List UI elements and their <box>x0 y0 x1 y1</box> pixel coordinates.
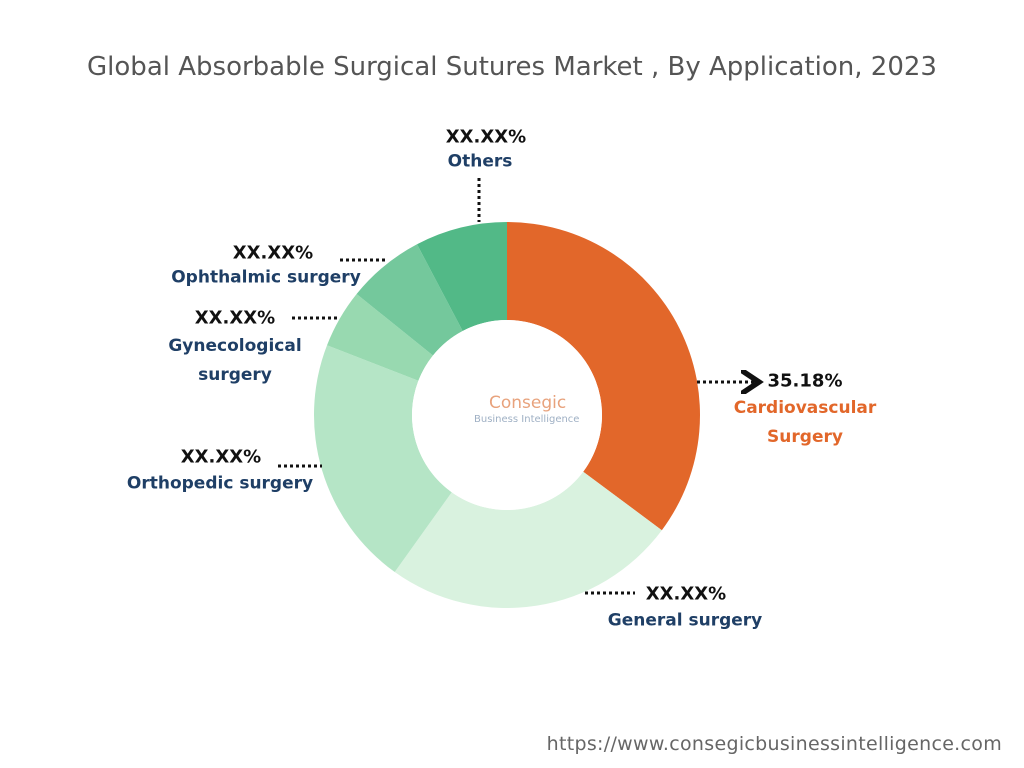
watermark-tagline: Business Intelligence <box>474 414 580 425</box>
value-label: XX.XX% <box>445 126 527 148</box>
donut-slice <box>507 222 700 531</box>
value-label: XX.XX% <box>645 583 727 605</box>
value-label: XX.XX% <box>194 307 276 329</box>
donut-slice <box>327 294 433 381</box>
donut-slice <box>356 244 463 356</box>
category-label: Ophthalmic surgery <box>171 267 361 288</box>
category-label: Cardiovascular Surgery <box>733 398 877 447</box>
watermark-name: Consegic <box>489 393 567 413</box>
value-label: XX.XX% <box>232 242 314 264</box>
chart-title: Global Absorbable Surgical Sutures Marke… <box>87 52 937 82</box>
category-label: Gynecological surgery <box>168 336 302 385</box>
value-label: XX.XX% <box>180 446 262 468</box>
donut-slice <box>394 471 662 608</box>
category-label: Others <box>447 151 513 172</box>
category-label: General surgery <box>607 610 763 631</box>
donut-slice <box>313 345 452 572</box>
category-label: Orthopedic surgery <box>126 473 314 494</box>
donut-hole <box>412 320 602 510</box>
donut-slice <box>417 222 507 331</box>
value-label: 35.18% <box>767 370 843 392</box>
source-url: https://www.consegicbusinessintelligence… <box>546 733 1002 755</box>
